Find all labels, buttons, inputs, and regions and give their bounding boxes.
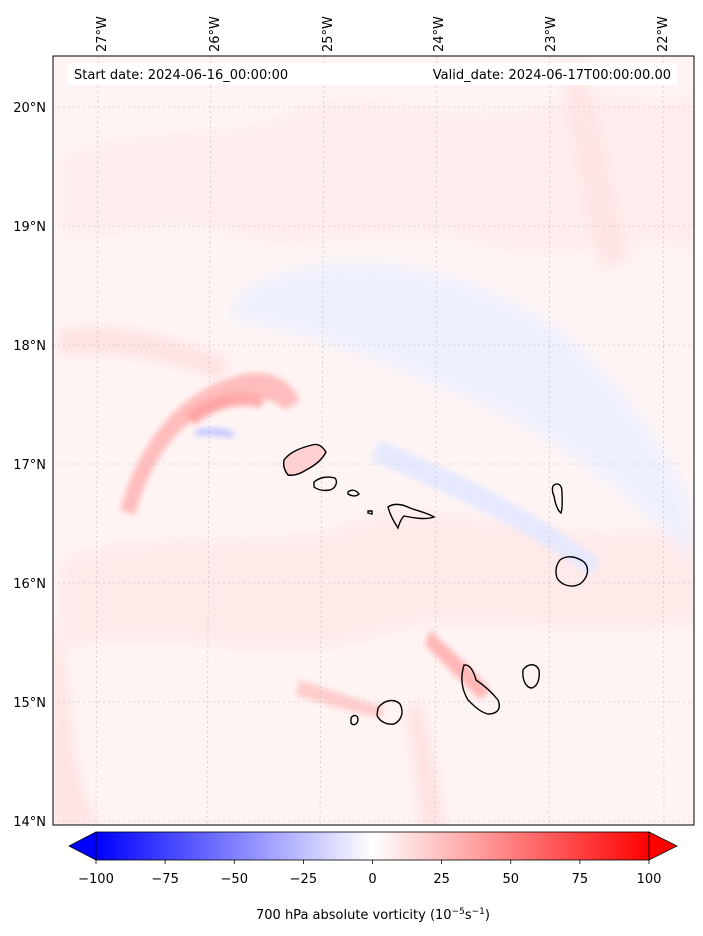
colorbar-tick-label: 100	[637, 872, 662, 887]
colorbar-tick-label: 0	[368, 872, 376, 887]
lon-tick-label: 25°W	[321, 16, 336, 52]
date-header-box	[68, 63, 677, 85]
colorbar-bar	[95, 831, 650, 861]
lon-tick-label: 27°W	[95, 16, 110, 52]
island-branco	[367, 510, 373, 515]
island-boa-vista	[555, 556, 589, 587]
longitude-ticks: 27°W 26°W 25°W 24°W 23°W 22°W	[95, 16, 671, 52]
valid-date-label: Valid_date: 2024-06-17T00:00:00.00	[433, 68, 671, 83]
colorbar-label: 700 hPa absolute vorticity (10−5s−1)	[256, 907, 490, 923]
island-santiago	[461, 664, 500, 715]
lon-tick-label: 26°W	[208, 16, 223, 52]
lat-tick-label: 17°N	[13, 458, 46, 473]
vorticity-field	[53, 60, 694, 825]
colorbar-tick-label: −75	[151, 872, 178, 887]
island-sao-vicente	[313, 476, 338, 492]
map-gridlines	[53, 55, 694, 826]
lon-tick-label: 22°W	[656, 16, 671, 52]
map-panel: Start date: 2024-06-16_00:00:00 Valid_da…	[52, 55, 695, 826]
colorbar: −100 −75 −50 −25 0 25 50 75 100 700 hPa absolute…	[68, 831, 678, 923]
colorbar-tick-label: −25	[290, 872, 317, 887]
lat-tick-label: 15°N	[13, 696, 46, 711]
colorbar-tick-label: 50	[502, 872, 519, 887]
lat-tick-label: 14°N	[13, 815, 46, 830]
island-santa-luzia	[347, 489, 360, 497]
colorbar-tick-label: −50	[221, 872, 248, 887]
start-date-label: Start date: 2024-06-16_00:00:00	[74, 68, 288, 83]
island-fogo	[376, 699, 403, 725]
colorbar-ticks: −100 −75 −50 −25 0 25 50 75 100	[78, 860, 661, 887]
lat-tick-label: 20°N	[13, 101, 46, 116]
island-coastlines	[282, 443, 589, 726]
lon-tick-label: 24°W	[432, 16, 447, 52]
island-brava	[350, 714, 359, 726]
island-maio	[522, 664, 540, 689]
island-sal	[551, 483, 563, 515]
lat-tick-label: 19°N	[13, 220, 46, 235]
island-santo-antao	[282, 443, 327, 476]
latitude-ticks: 20°N 19°N 18°N 17°N 16°N 15°N 14°N	[13, 101, 46, 830]
lat-tick-label: 18°N	[13, 339, 46, 354]
map-frame	[52, 55, 695, 826]
lon-tick-label: 23°W	[544, 16, 559, 52]
colorbar-tick-label: 75	[572, 872, 589, 887]
colorbar-tick-label: 25	[433, 872, 450, 887]
island-sao-nicolau	[387, 503, 436, 530]
colorbar-extend-low	[68, 831, 97, 861]
colorbar-tick-label: −100	[78, 872, 114, 887]
colorbar-extend-high	[648, 831, 678, 861]
lat-tick-label: 16°N	[13, 577, 46, 592]
